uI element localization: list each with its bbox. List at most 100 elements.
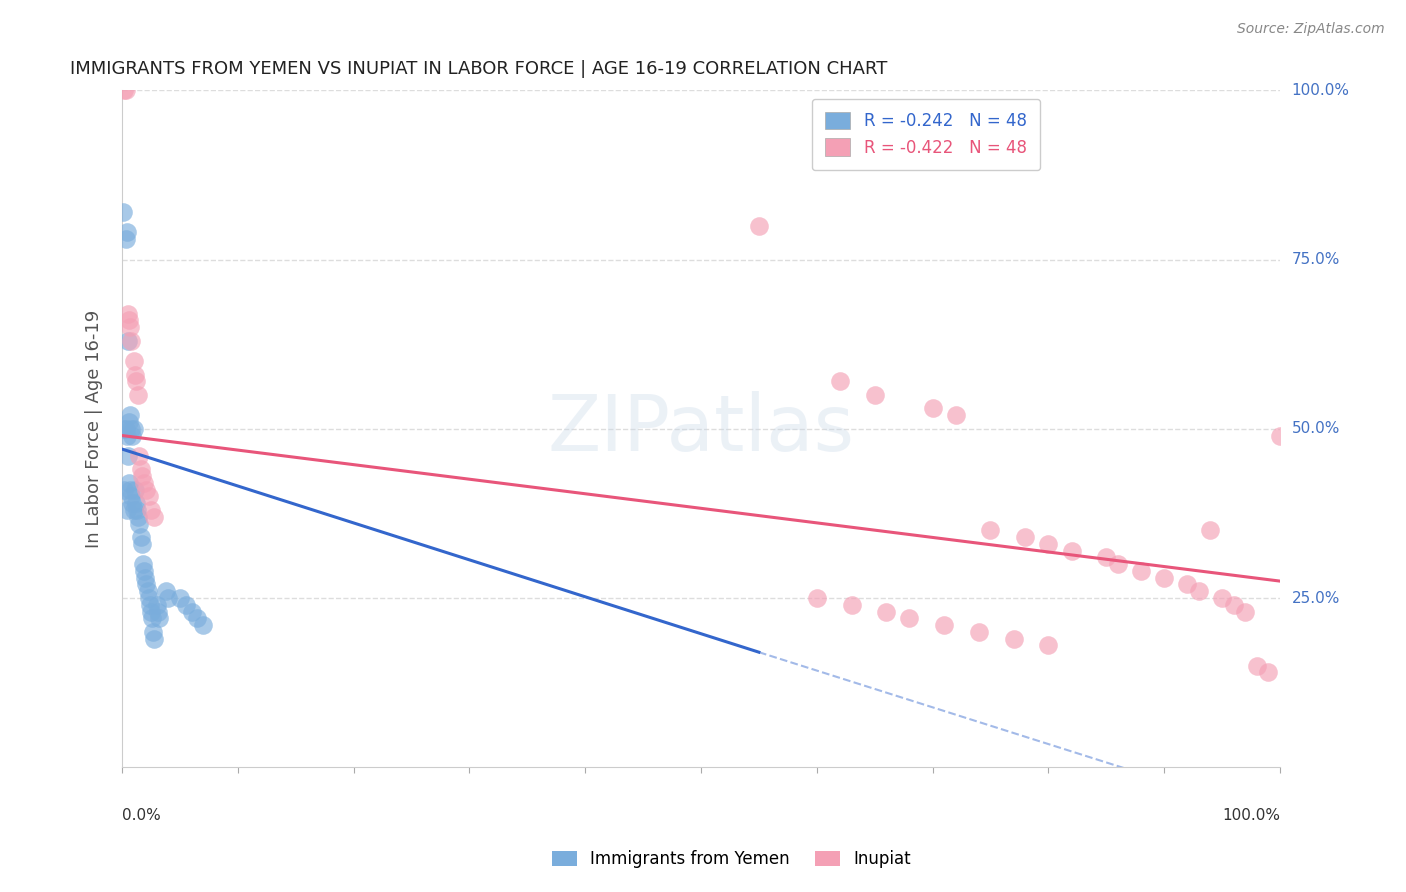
Point xyxy=(129,462,152,476)
Point xyxy=(118,475,141,490)
Text: 50.0%: 50.0% xyxy=(1292,421,1340,436)
Point xyxy=(1211,591,1233,605)
Point xyxy=(127,503,149,517)
Point xyxy=(114,232,136,246)
Point xyxy=(138,490,160,504)
Point xyxy=(124,483,146,497)
Point xyxy=(1153,571,1175,585)
Point xyxy=(132,564,155,578)
Point xyxy=(139,605,162,619)
Point xyxy=(1268,428,1291,442)
Point xyxy=(186,611,208,625)
Point xyxy=(1002,632,1025,646)
Point xyxy=(117,334,139,348)
Point xyxy=(934,618,956,632)
Point xyxy=(146,598,169,612)
Point xyxy=(114,422,136,436)
Point xyxy=(863,388,886,402)
Point xyxy=(828,375,851,389)
Point xyxy=(1107,557,1129,571)
Point xyxy=(1060,543,1083,558)
Point xyxy=(121,496,143,510)
Point xyxy=(1234,605,1257,619)
Point xyxy=(112,483,135,497)
Point xyxy=(945,409,967,423)
Point xyxy=(118,415,141,429)
Point xyxy=(114,83,136,97)
Point xyxy=(117,307,139,321)
Point xyxy=(806,591,828,605)
Point xyxy=(124,368,146,382)
Point xyxy=(141,611,163,625)
Point xyxy=(1257,665,1279,680)
Text: 75.0%: 75.0% xyxy=(1292,252,1340,267)
Point xyxy=(131,537,153,551)
Text: Source: ZipAtlas.com: Source: ZipAtlas.com xyxy=(1237,22,1385,37)
Legend: Immigrants from Yemen, Inupiat: Immigrants from Yemen, Inupiat xyxy=(546,844,917,875)
Point xyxy=(148,611,170,625)
Point xyxy=(967,624,990,639)
Point xyxy=(122,354,145,368)
Text: IMMIGRANTS FROM YEMEN VS INUPIAT IN LABOR FORCE | AGE 16-19 CORRELATION CHART: IMMIGRANTS FROM YEMEN VS INUPIAT IN LABO… xyxy=(70,60,887,78)
Point xyxy=(1199,524,1222,538)
Point xyxy=(127,388,149,402)
Point xyxy=(191,618,214,632)
Point xyxy=(120,334,142,348)
Point xyxy=(138,591,160,605)
Point xyxy=(127,509,149,524)
Point xyxy=(128,516,150,531)
Point xyxy=(112,205,135,219)
Point xyxy=(121,428,143,442)
Point xyxy=(129,530,152,544)
Point xyxy=(134,571,156,585)
Point xyxy=(1175,577,1198,591)
Point xyxy=(174,598,197,612)
Point xyxy=(122,503,145,517)
Point xyxy=(112,83,135,97)
Point xyxy=(142,624,165,639)
Point xyxy=(875,605,897,619)
Point xyxy=(1130,564,1153,578)
Point xyxy=(136,584,159,599)
Point xyxy=(120,483,142,497)
Point xyxy=(1038,639,1060,653)
Point xyxy=(132,475,155,490)
Point xyxy=(112,422,135,436)
Point xyxy=(115,226,138,240)
Y-axis label: In Labor Force | Age 16-19: In Labor Force | Age 16-19 xyxy=(86,310,103,548)
Point xyxy=(120,409,142,423)
Point xyxy=(120,490,142,504)
Point xyxy=(898,611,921,625)
Point xyxy=(131,469,153,483)
Point xyxy=(1222,598,1244,612)
Point xyxy=(128,449,150,463)
Point xyxy=(132,557,155,571)
Point xyxy=(143,632,166,646)
Point xyxy=(155,584,177,599)
Point xyxy=(841,598,863,612)
Point xyxy=(979,524,1001,538)
Point xyxy=(120,320,142,334)
Legend: R = -0.242   N = 48, R = -0.422   N = 48: R = -0.242 N = 48, R = -0.422 N = 48 xyxy=(813,99,1040,170)
Text: 0.0%: 0.0% xyxy=(122,808,160,823)
Text: 25.0%: 25.0% xyxy=(1292,591,1340,606)
Point xyxy=(139,503,162,517)
Point xyxy=(157,591,180,605)
Point xyxy=(1038,537,1060,551)
Point xyxy=(115,503,138,517)
Text: ZIPatlas: ZIPatlas xyxy=(547,391,855,467)
Point xyxy=(1246,658,1268,673)
Point xyxy=(125,496,148,510)
Point xyxy=(139,598,162,612)
Point xyxy=(135,577,157,591)
Point xyxy=(1014,530,1036,544)
Point xyxy=(921,401,943,416)
Point xyxy=(118,313,141,327)
Point xyxy=(169,591,191,605)
Text: 100.0%: 100.0% xyxy=(1222,808,1279,823)
Point xyxy=(117,449,139,463)
Point xyxy=(146,605,169,619)
Point xyxy=(125,375,148,389)
Point xyxy=(180,605,202,619)
Point xyxy=(748,219,770,233)
